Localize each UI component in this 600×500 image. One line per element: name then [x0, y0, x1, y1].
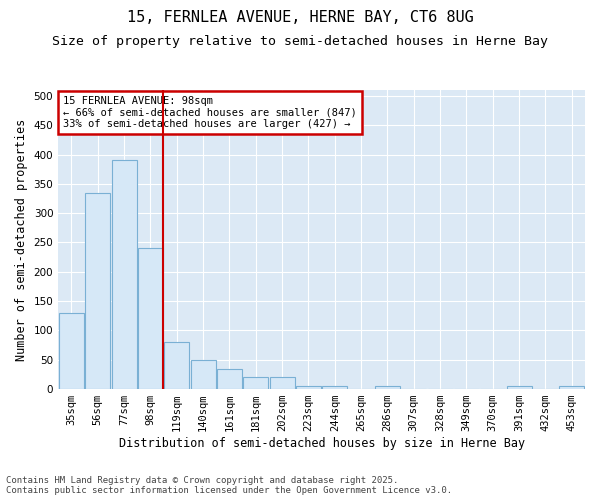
X-axis label: Distribution of semi-detached houses by size in Herne Bay: Distribution of semi-detached houses by … [119, 437, 524, 450]
Bar [559, 386, 584, 389]
Bar [59, 313, 84, 389]
Bar [191, 360, 215, 389]
Text: 15, FERNLEA AVENUE, HERNE BAY, CT6 8UG: 15, FERNLEA AVENUE, HERNE BAY, CT6 8UG [127, 10, 473, 25]
Text: Contains HM Land Registry data © Crown copyright and database right 2025.
Contai: Contains HM Land Registry data © Crown c… [6, 476, 452, 495]
Bar [322, 386, 347, 389]
Bar [296, 386, 321, 389]
Bar [217, 368, 242, 389]
Bar [375, 386, 400, 389]
Y-axis label: Number of semi-detached properties: Number of semi-detached properties [15, 118, 28, 360]
Text: Size of property relative to semi-detached houses in Herne Bay: Size of property relative to semi-detach… [52, 35, 548, 48]
Bar [164, 342, 189, 389]
Bar [112, 160, 137, 389]
Text: 15 FERNLEA AVENUE: 98sqm
← 66% of semi-detached houses are smaller (847)
33% of : 15 FERNLEA AVENUE: 98sqm ← 66% of semi-d… [64, 96, 357, 129]
Bar [138, 248, 163, 389]
Bar [85, 192, 110, 389]
Bar [269, 378, 295, 389]
Bar [243, 378, 268, 389]
Bar [506, 386, 532, 389]
